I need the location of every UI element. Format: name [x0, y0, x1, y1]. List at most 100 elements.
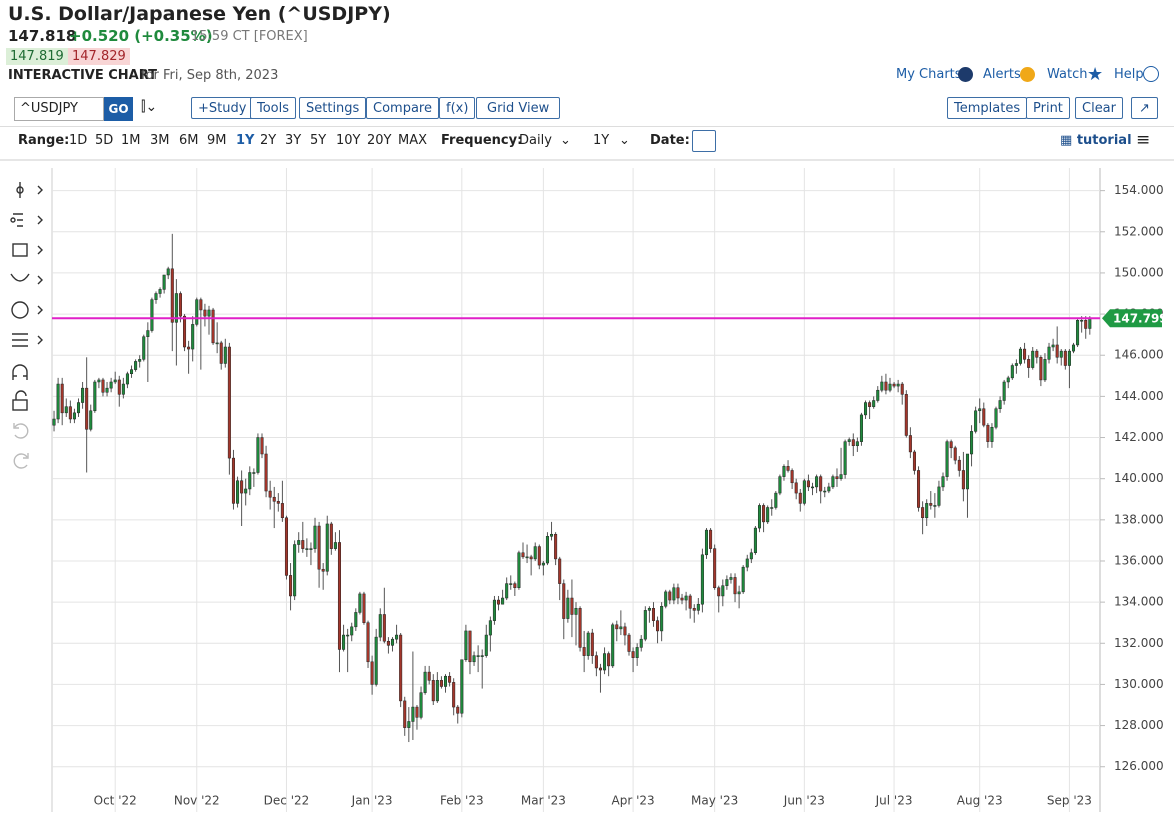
- study-button[interactable]: +Study: [191, 97, 254, 119]
- candle-body: [390, 638, 395, 646]
- candle-body: [260, 437, 264, 455]
- candle-body: [105, 387, 109, 393]
- go-button[interactable]: GO: [104, 97, 133, 121]
- candle-body: [757, 505, 762, 529]
- candle-body: [733, 577, 737, 595]
- candle-body: [802, 480, 806, 504]
- x-tick-label: Jun '23: [783, 794, 825, 808]
- candle-body: [427, 671, 431, 681]
- menu-icon[interactable]: ≡: [1136, 130, 1151, 150]
- print-button[interactable]: Print: [1026, 97, 1070, 119]
- candle-body: [142, 336, 146, 360]
- candle-body: [578, 608, 582, 648]
- candle-body: [823, 490, 827, 493]
- candle-body: [146, 330, 150, 337]
- range-option[interactable]: 10Y: [336, 133, 361, 148]
- star-icon: ★: [1087, 64, 1104, 85]
- candle-body: [790, 470, 794, 484]
- candle-body: [680, 597, 684, 601]
- candle-body: [635, 647, 639, 658]
- y-tick-label: 132.000: [1114, 636, 1164, 650]
- candle-body: [403, 700, 407, 728]
- undo-redo[interactable]: [13, 423, 29, 469]
- expand-button[interactable]: ↗: [1131, 97, 1158, 119]
- date-picker[interactable]: [692, 130, 716, 152]
- candle-body: [884, 381, 888, 391]
- range-option[interactable]: 3Y: [285, 133, 302, 148]
- range-option[interactable]: 20Y: [367, 133, 392, 148]
- candle-body: [276, 501, 280, 504]
- candle-body: [125, 373, 129, 385]
- alerts-link[interactable]: Alerts: [983, 67, 1021, 82]
- range-option[interactable]: 2Y: [260, 133, 277, 148]
- grid-view-button[interactable]: Grid View: [476, 97, 561, 119]
- candle-body: [366, 622, 370, 663]
- quote-time: 15:59 CT [FOREX]: [191, 29, 308, 44]
- candle-body: [150, 299, 154, 331]
- candle-body: [56, 383, 60, 420]
- candle-body: [623, 626, 627, 636]
- candle-body: [240, 480, 244, 494]
- settings-button[interactable]: Settings: [299, 97, 367, 119]
- candle-body: [774, 492, 778, 508]
- range-option[interactable]: 9M: [207, 133, 227, 148]
- candle-body: [268, 490, 272, 498]
- candle-body: [248, 472, 252, 490]
- candle-body: [798, 492, 802, 504]
- candle-body: [810, 486, 815, 489]
- frequency-select[interactable]: Daily: [519, 133, 552, 148]
- range-option[interactable]: 5D: [95, 133, 114, 148]
- fx-button[interactable]: f(x): [439, 97, 476, 119]
- candle-body: [1039, 357, 1043, 381]
- drawing-tools[interactable]: [10, 182, 43, 411]
- candle-body: [590, 632, 594, 656]
- tutorial-link[interactable]: ▦ tutorial: [1060, 133, 1132, 148]
- candle-body: [921, 507, 925, 519]
- candle-body: [337, 542, 342, 650]
- candle-body: [741, 566, 745, 593]
- y-tick-label: 126.000: [1114, 759, 1164, 773]
- my-charts-link[interactable]: My Charts: [896, 67, 962, 82]
- range-option[interactable]: 1Y: [236, 133, 255, 148]
- templates-button[interactable]: Templates: [947, 97, 1028, 119]
- range-option[interactable]: 6M: [179, 133, 199, 148]
- candle-body: [211, 309, 215, 344]
- candle-body: [762, 505, 766, 523]
- candle-body: [900, 383, 904, 395]
- candle-body: [651, 608, 655, 621]
- range-option[interactable]: 5Y: [310, 133, 327, 148]
- tools-button[interactable]: Tools: [250, 97, 297, 119]
- candle-body: [293, 544, 297, 597]
- x-tick-label: Apr '23: [612, 794, 655, 808]
- last-price: 147.818: [8, 27, 77, 45]
- help-link[interactable]: Help: [1114, 67, 1144, 82]
- x-tick-label: Jul '23: [875, 794, 913, 808]
- clear-button[interactable]: Clear: [1075, 97, 1123, 119]
- candle-body: [639, 638, 643, 648]
- candle-body: [231, 457, 235, 504]
- range-option[interactable]: 1M: [121, 133, 141, 148]
- candle-body: [1080, 320, 1084, 322]
- candle-body: [252, 472, 256, 474]
- range-option[interactable]: 3M: [150, 133, 170, 148]
- candle-body: [333, 542, 337, 549]
- candle-body: [582, 647, 586, 656]
- watch-link[interactable]: Watch: [1047, 67, 1088, 82]
- range-option[interactable]: 1D: [69, 133, 88, 148]
- candle-body: [965, 453, 969, 490]
- candle-body: [284, 517, 288, 576]
- compare-button[interactable]: Compare: [366, 97, 439, 119]
- candle-body: [851, 439, 855, 447]
- candle-body: [896, 383, 900, 387]
- chart-type-menu[interactable]: ⫿⌄: [141, 99, 158, 115]
- symbol-input[interactable]: ^USDJPY: [14, 97, 104, 121]
- candle-body: [815, 476, 819, 488]
- candle-body: [227, 346, 231, 459]
- candle-body: [166, 268, 170, 276]
- ask: 147.829: [68, 48, 130, 65]
- period-select[interactable]: 1Y: [593, 133, 610, 148]
- range-option[interactable]: MAX: [398, 133, 428, 148]
- candle-body: [350, 626, 354, 636]
- candle-body: [876, 389, 880, 401]
- candle-body: [476, 655, 480, 657]
